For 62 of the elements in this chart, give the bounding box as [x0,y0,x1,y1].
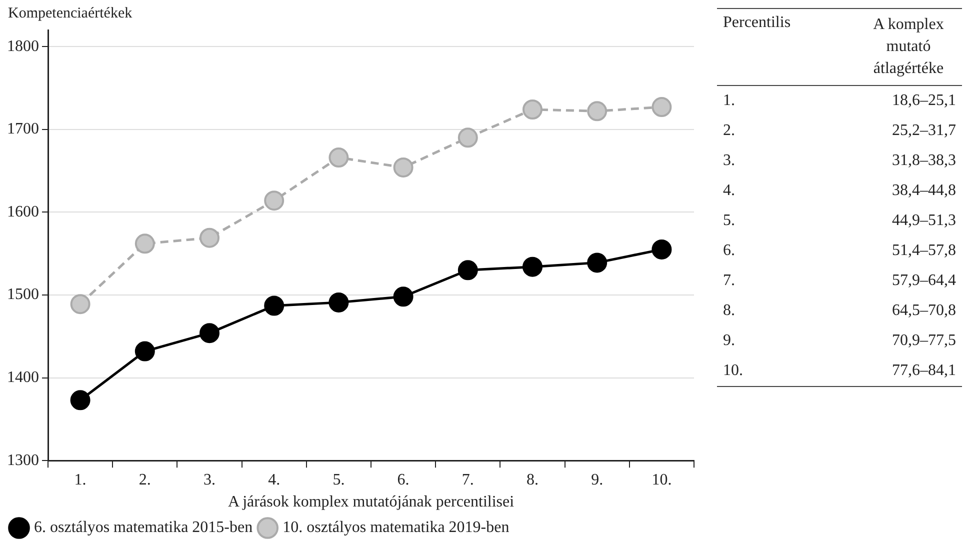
point [70,294,90,314]
text: 25,2–31,7 [891,121,957,141]
x-tick-label: 10. [652,471,672,488]
point [587,101,608,122]
text: 31,8–38,3 [891,151,957,171]
point [393,286,414,307]
text: Percentilis [722,13,792,33]
point [458,260,478,280]
text: 51,4–57,8 [891,241,957,261]
x-tick-label: 6. [397,471,410,488]
x-tick-label: 5. [332,471,345,488]
text: 10. [722,361,744,381]
y-tick-label: 1600 [7,203,39,220]
point [652,239,672,260]
y-tick-label: 1800 [7,38,39,55]
text: 9. [722,331,736,351]
text: 77,6–84,1 [891,361,957,381]
point [134,234,155,254]
text: 4. [722,181,736,201]
y-tick-label: 1700 [7,120,39,138]
point [200,228,220,248]
y-tick-label: 1500 [7,286,39,304]
x-tick-label: 8. [526,471,538,488]
x-tick-label: 2. [138,471,151,488]
x-tick-label: 4. [268,471,280,488]
text: 1. [722,91,736,111]
point [458,128,478,148]
x-tick-label: 1. [74,471,86,488]
legend-label: 6. osztályos matematika 2015-ben [34,519,253,536]
text: 70,9–77,5 [891,331,957,351]
point [393,157,414,178]
text: 44,9–51,3 [891,211,957,231]
x-tick-label: 3. [204,471,216,488]
text: 6. [722,241,736,261]
text: 38,4–44,8 [891,181,957,201]
point [652,97,672,118]
legend-label: 10. osztályos matematika 2019-ben [282,519,510,536]
text: 8. [722,301,736,321]
x-tick-label: 9. [591,471,604,488]
text: A komplex mutató átlagértéke [872,15,945,79]
text: 3. [722,151,736,171]
point [134,341,155,362]
text: 5. [722,211,736,231]
point [587,252,608,273]
text: 7. [722,271,736,291]
y-tick-label: 1300 [7,452,39,469]
text: 64,5–70,8 [891,301,957,321]
x-tick-label: 7. [462,471,474,488]
point [264,190,284,211]
point [328,292,349,312]
point [264,296,284,316]
text: 18,6–25,1 [891,91,957,111]
y-tick-label: 1400 [7,368,39,386]
point [522,99,542,120]
text: 2. [722,121,736,141]
x-axis-title: A járások komplex mutatójának percentilisei [228,494,515,511]
point [200,323,220,344]
point [522,256,542,277]
y-axis-title: Kompetenciaértékek [8,5,133,22]
point [70,390,90,410]
text: 57,9–64,4 [891,271,957,291]
point [328,148,349,168]
